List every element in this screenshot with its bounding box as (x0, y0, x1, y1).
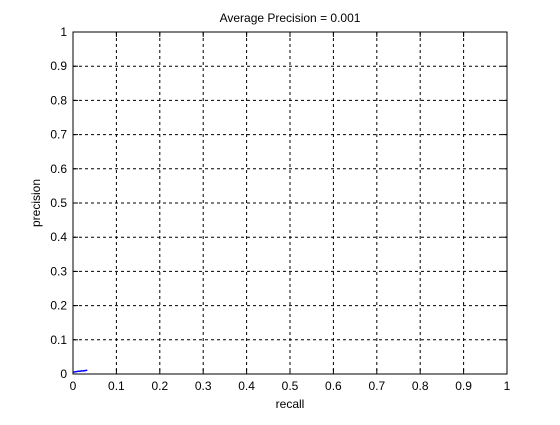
x-tick-label: 0.7 (368, 379, 385, 393)
y-tick-label: 0.2 (50, 299, 67, 313)
y-tick-label: 0.1 (50, 333, 67, 347)
y-tick-label: 1 (60, 25, 67, 39)
data-point (74, 371, 76, 373)
data-point (79, 370, 81, 372)
series-layer (72, 369, 88, 374)
y-tick-label: 0.9 (50, 59, 67, 73)
y-tick-label: 0.5 (50, 196, 67, 210)
y-tick-label: 0.7 (50, 128, 67, 142)
x-axis-label: recall (276, 397, 305, 411)
x-tick-label: 0.5 (282, 379, 299, 393)
y-axis-label: precision (29, 179, 43, 227)
y-tick-label: 0.3 (50, 264, 67, 278)
y-tick-label: 0.8 (50, 93, 67, 107)
data-point (86, 369, 88, 371)
x-tick-label: 0.6 (325, 379, 342, 393)
data-point (84, 369, 86, 372)
tick-layer: 0 0.1 0.2 0.3 0.4 0.5 0.6 0.7 0.8 0.9 1 0 0.1 0.2 0.3 0… (50, 25, 510, 393)
data-point (77, 370, 79, 372)
x-tick-label: 0.4 (238, 379, 255, 393)
data-point (75, 371, 78, 373)
data-point (82, 370, 85, 372)
x-tick-label: 1 (504, 379, 511, 393)
y-tick-label: 0.4 (50, 230, 67, 244)
x-tick-label: 0.3 (195, 379, 212, 393)
y-tick-label: 0.6 (50, 162, 67, 176)
y-tick-label: 0 (60, 367, 67, 381)
x-tick-label: 0.9 (455, 379, 472, 393)
x-tick-label: 0 (70, 379, 77, 393)
data-point (81, 370, 83, 372)
grid-lines (73, 32, 507, 374)
chart-title: Average Precision = 0.001 (220, 11, 361, 25)
x-tick-label: 0.1 (108, 379, 125, 393)
x-tick-label: 0.8 (412, 379, 429, 393)
x-tick-label: 0.2 (151, 379, 168, 393)
